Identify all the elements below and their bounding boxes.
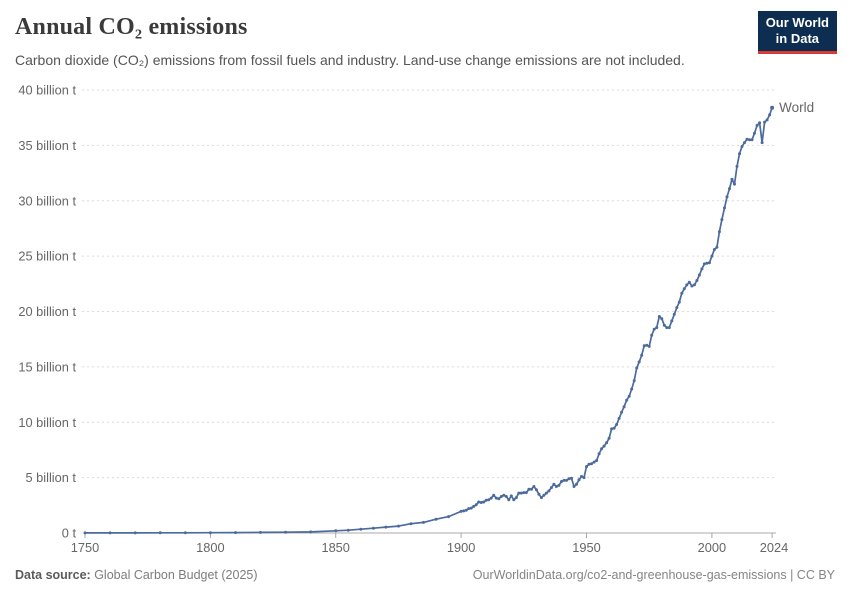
x-tick-label: 2000 bbox=[698, 540, 726, 555]
chart-subtitle: Carbon dioxide (CO₂) emissions from foss… bbox=[15, 52, 685, 68]
gridlines bbox=[82, 89, 775, 479]
x-tick-label: 1900 bbox=[447, 540, 475, 555]
x-tick-label: 2024 bbox=[760, 540, 788, 555]
footer: Data source: Global Carbon Budget (2025)… bbox=[15, 568, 835, 582]
x-tick-label: 1800 bbox=[196, 540, 224, 555]
y-tick-label: 15 billion t bbox=[18, 359, 76, 374]
y-tick-label: 10 billion t bbox=[18, 415, 76, 430]
owid-logo-line2: in Data bbox=[775, 31, 820, 47]
owid-logo[interactable]: Our World in Data bbox=[757, 11, 837, 54]
owid-logo-line1: Our World bbox=[765, 15, 829, 30]
y-tick-label: 30 billion t bbox=[18, 193, 76, 208]
page-title: Annual CO₂ emissions bbox=[15, 14, 248, 40]
data-source-label: Data source: bbox=[15, 568, 91, 582]
data-source: Data source: Global Carbon Budget (2025) bbox=[15, 568, 258, 582]
world-series-line[interactable] bbox=[84, 106, 773, 534]
y-tick-label: 20 billion t bbox=[18, 304, 76, 319]
world-series-markers bbox=[83, 105, 775, 535]
x-axis-labels: 1750 1800 1850 1900 1950 2000 2024 bbox=[71, 540, 788, 555]
y-tick-label: 0 t bbox=[62, 526, 77, 541]
x-axis bbox=[84, 532, 776, 538]
y-tick-label: 25 billion t bbox=[18, 249, 76, 264]
x-tick-label: 1750 bbox=[71, 540, 99, 555]
credit-link[interactable]: OurWorldinData.org/co2-and-greenhouse-ga… bbox=[472, 568, 835, 582]
x-tick-label: 1950 bbox=[572, 540, 600, 555]
y-axis-labels: 0 t 5 billion t 10 billion t 15 billion … bbox=[18, 83, 76, 541]
data-source-value: Global Carbon Budget (2025) bbox=[90, 568, 258, 582]
y-tick-label: 35 billion t bbox=[18, 138, 76, 153]
y-tick-label: 5 billion t bbox=[25, 470, 76, 485]
y-tick-label: 40 billion t bbox=[18, 83, 76, 98]
x-tick-label: 1850 bbox=[321, 540, 349, 555]
series-end-label[interactable]: World bbox=[779, 100, 814, 115]
